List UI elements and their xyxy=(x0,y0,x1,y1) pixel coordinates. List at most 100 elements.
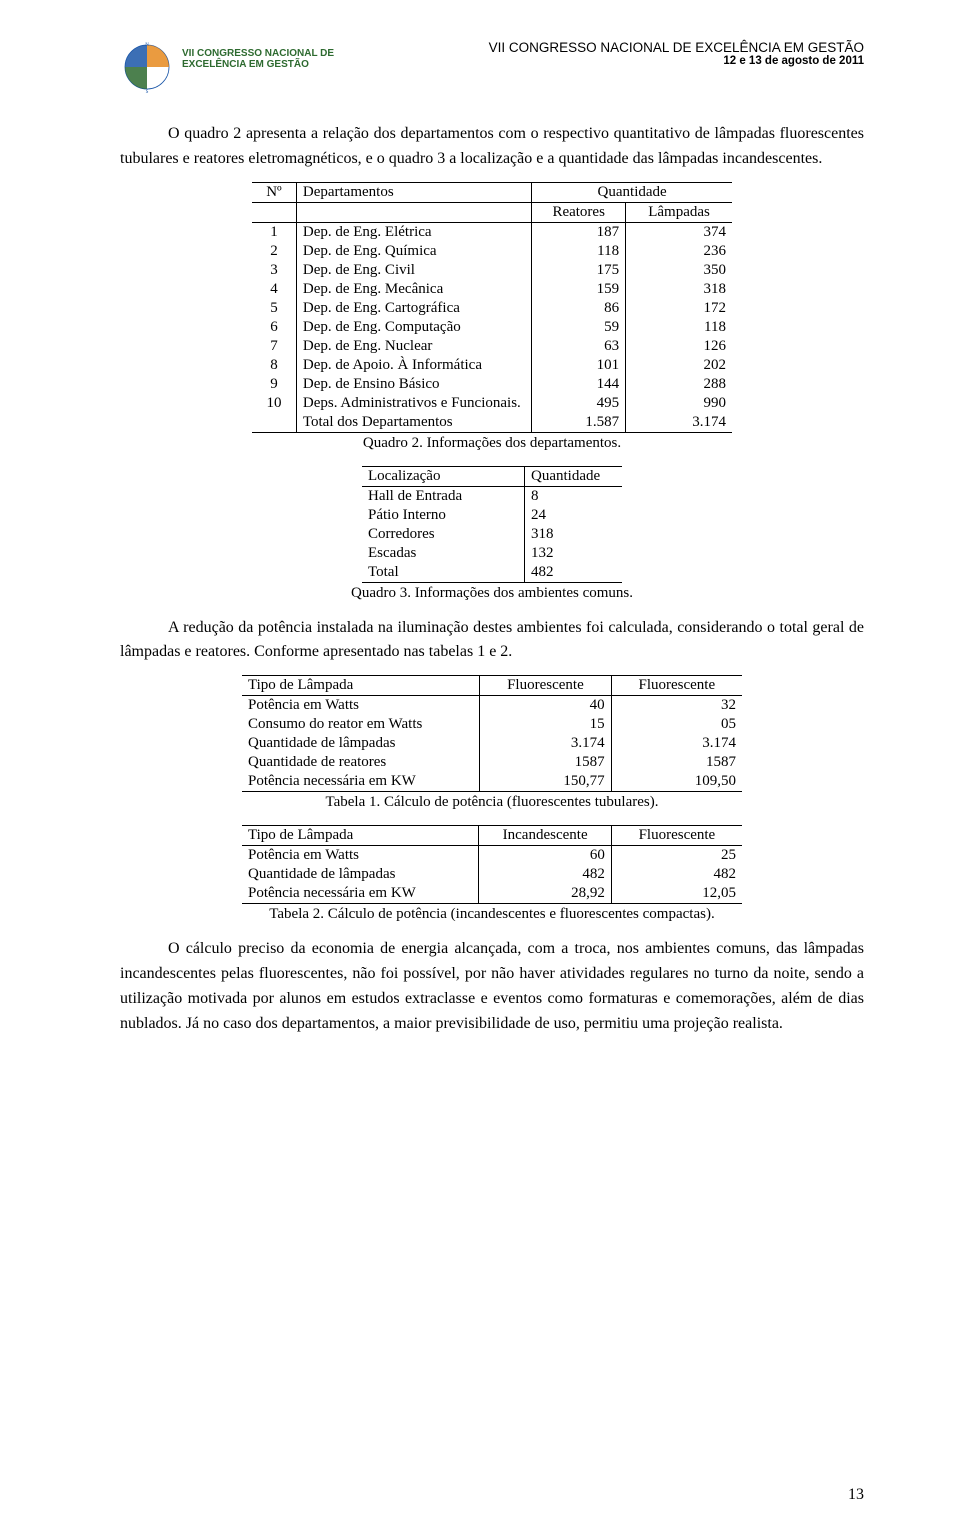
cell-no: 5 xyxy=(252,299,296,318)
cell-c: 05 xyxy=(611,715,742,734)
table-row: 6Dep. de Eng. Computação59118 xyxy=(252,318,732,337)
cell-dep: Dep. de Eng. Civil xyxy=(296,261,531,280)
logo-text: VII CONGRESSO NACIONAL DE EXCELÊNCIA EM … xyxy=(182,48,334,70)
table-row: 8Dep. de Apoio. À Informática101202 xyxy=(252,356,732,375)
header-title: VII CONGRESSO NACIONAL DE EXCELÊNCIA EM … xyxy=(489,40,864,55)
t1-h2: Fluorescente xyxy=(480,676,611,696)
cell-no: 2 xyxy=(252,242,296,261)
table-row: Quantidade de lâmpadas482482 xyxy=(242,865,742,884)
cell-dep: Dep. de Apoio. À Informática xyxy=(296,356,531,375)
cell-c: 3.174 xyxy=(611,734,742,753)
cell-b: 40 xyxy=(480,696,611,716)
table-row: Consumo do reator em Watts1505 xyxy=(242,715,742,734)
quadro2-caption: Quadro 2. Informações dos departamentos. xyxy=(120,435,864,452)
q2-h-dep: Departamentos xyxy=(296,182,531,202)
tabela1-caption: Tabela 1. Cálculo de potência (fluoresce… xyxy=(120,794,864,811)
cell-rea: 118 xyxy=(532,242,626,261)
cell-rea: 175 xyxy=(532,261,626,280)
cell-c: 482 xyxy=(611,865,742,884)
q2-total-l: 3.174 xyxy=(626,413,732,433)
q2-h-no: Nº xyxy=(252,182,296,202)
page-header: N S VII CONGRESSO NACIONAL DE EXCELÊNCIA… xyxy=(120,40,864,94)
quadro3-table: Localização Quantidade Hall de Entrada8P… xyxy=(362,466,622,583)
cell-a: Consumo do reator em Watts xyxy=(242,715,480,734)
q2-h-qty: Quantidade xyxy=(532,182,732,202)
cell-no: 10 xyxy=(252,394,296,413)
page: N S VII CONGRESSO NACIONAL DE EXCELÊNCIA… xyxy=(0,0,960,1534)
paragraph-3: O cálculo preciso da economia de energia… xyxy=(120,937,864,1036)
t1-h3: Fluorescente xyxy=(611,676,742,696)
cell-rea: 59 xyxy=(532,318,626,337)
logo-line1: VII CONGRESSO NACIONAL DE xyxy=(182,48,334,59)
cell-b: 150,77 xyxy=(480,772,611,792)
cell-b: 15 xyxy=(480,715,611,734)
cell-dep: Dep. de Ensino Básico xyxy=(296,375,531,394)
cell-rea: 144 xyxy=(532,375,626,394)
cell-qty: 24 xyxy=(525,506,623,525)
cell-dep: Dep. de Eng. Mecânica xyxy=(296,280,531,299)
cell-qty: 132 xyxy=(525,544,623,563)
table-row: 2Dep. de Eng. Química118236 xyxy=(252,242,732,261)
cell-rea: 86 xyxy=(532,299,626,318)
cell-no: 3 xyxy=(252,261,296,280)
quadro3-caption: Quadro 3. Informações dos ambientes comu… xyxy=(120,585,864,602)
svg-text:N: N xyxy=(145,43,149,48)
table-row: Quantidade de lâmpadas3.1743.174 xyxy=(242,734,742,753)
t2-h2: Incandescente xyxy=(479,826,611,846)
cell-dep: Dep. de Eng. Nuclear xyxy=(296,337,531,356)
table-row: 9Dep. de Ensino Básico144288 xyxy=(252,375,732,394)
cell-b: 3.174 xyxy=(480,734,611,753)
svg-text:S: S xyxy=(146,90,149,94)
q2-h-rea: Reatores xyxy=(532,202,626,222)
header-subtitle: 12 e 13 de agosto de 2011 xyxy=(489,55,864,67)
table-row: 1Dep. de Eng. Elétrica187374 xyxy=(252,222,732,242)
cell-lam: 202 xyxy=(626,356,732,375)
cell-dep: Dep. de Eng. Elétrica xyxy=(296,222,531,242)
paragraph-2: A redução da potência instalada na ilumi… xyxy=(120,616,864,666)
cell-loc: Total xyxy=(362,563,525,583)
cell-lam: 126 xyxy=(626,337,732,356)
cell-dep: Deps. Administrativos e Funcionais. xyxy=(296,394,531,413)
cell-c: 109,50 xyxy=(611,772,742,792)
cell-lam: 990 xyxy=(626,394,732,413)
cell-c: 32 xyxy=(611,696,742,716)
cell-b: 60 xyxy=(479,846,611,866)
cell-c: 25 xyxy=(611,846,742,866)
cell-a: Potência em Watts xyxy=(242,846,479,866)
cell-b: 1587 xyxy=(480,753,611,772)
q3-h-loc: Localização xyxy=(362,466,525,486)
tabela2-table: Tipo de Lâmpada Incandescente Fluorescen… xyxy=(242,825,742,904)
cell-loc: Pátio Interno xyxy=(362,506,525,525)
table-row: 4Dep. de Eng. Mecânica159318 xyxy=(252,280,732,299)
table-row: Corredores318 xyxy=(362,525,622,544)
cell-qty: 318 xyxy=(525,525,623,544)
cell-lam: 318 xyxy=(626,280,732,299)
cell-b: 28,92 xyxy=(479,884,611,904)
cell-rea: 495 xyxy=(532,394,626,413)
logo-line2: EXCELÊNCIA EM GESTÃO xyxy=(182,59,334,70)
tabela1-table: Tipo de Lâmpada Fluorescente Fluorescent… xyxy=(242,675,742,792)
cell-loc: Escadas xyxy=(362,544,525,563)
cell-no: 1 xyxy=(252,222,296,242)
quadro2-table: Nº Departamentos Quantidade Reatores Lâm… xyxy=(252,182,732,433)
cell-c: 12,05 xyxy=(611,884,742,904)
table-row: Pátio Interno24 xyxy=(362,506,622,525)
cell-loc: Hall de Entrada xyxy=(362,486,525,506)
cell-rea: 63 xyxy=(532,337,626,356)
cell-lam: 236 xyxy=(626,242,732,261)
paragraph-1: O quadro 2 apresenta a relação dos depar… xyxy=(120,122,864,172)
t2-h3: Fluorescente xyxy=(611,826,742,846)
table-row: 10Deps. Administrativos e Funcionais.495… xyxy=(252,394,732,413)
table-row: 7Dep. de Eng. Nuclear63126 xyxy=(252,337,732,356)
page-number: 13 xyxy=(848,1486,864,1504)
cell-dep: Dep. de Eng. Química xyxy=(296,242,531,261)
header-right: VII CONGRESSO NACIONAL DE EXCELÊNCIA EM … xyxy=(489,40,864,67)
cell-no: 8 xyxy=(252,356,296,375)
table-row: 3Dep. de Eng. Civil175350 xyxy=(252,261,732,280)
table-row: Potência necessária em KW28,9212,05 xyxy=(242,884,742,904)
table-row: Hall de Entrada8 xyxy=(362,486,622,506)
cell-lam: 350 xyxy=(626,261,732,280)
table-row: 5Dep. de Eng. Cartográfica86172 xyxy=(252,299,732,318)
q2-h-lam: Lâmpadas xyxy=(626,202,732,222)
cell-a: Potência necessária em KW xyxy=(242,884,479,904)
